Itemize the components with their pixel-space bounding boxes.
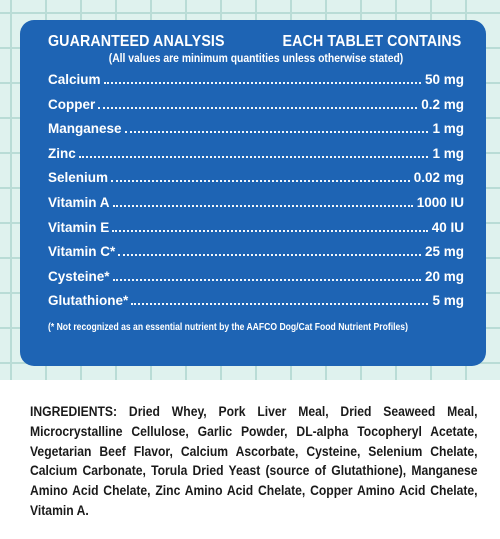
nutrient-value: 25 mg — [424, 244, 464, 260]
nutrient-name: Copper — [48, 96, 96, 112]
ingredients-section: INGREDIENTS: Dried Whey, Pork Liver Meal… — [0, 380, 500, 539]
nutrient-value: 20 mg — [424, 268, 464, 284]
nutrient-value: 1 mg — [432, 145, 464, 161]
dot-leader — [124, 130, 429, 134]
nutrient-value: 5 mg — [432, 293, 464, 309]
nutrient-name: Manganese — [48, 121, 122, 137]
ingredients-label: INGREDIENTS: — [30, 404, 118, 419]
nutrient-value: 1000 IU — [416, 194, 464, 210]
nutrient-name: Glutathione* — [48, 293, 129, 309]
ingredients-paragraph: INGREDIENTS: Dried Whey, Pork Liver Meal… — [30, 402, 478, 521]
analysis-footnote: (* Not recognized as an essential nutrie… — [48, 321, 408, 333]
dot-leader — [131, 302, 429, 306]
nutrient-name: Vitamin C* — [48, 244, 116, 260]
nutrient-row: Cysteine* 20 mg — [48, 269, 464, 294]
tablet-contains-heading: EACH TABLET CONTAINS — [282, 33, 462, 50]
nutrient-value: 0.02 mg — [413, 170, 464, 186]
dot-leader — [98, 106, 418, 109]
ingredients-text: Dried Whey, Pork Liver Meal, Dried Seawe… — [30, 404, 478, 518]
guaranteed-analysis-panel: GUARANTEED ANALYSIS EACH TABLET CONTAINS… — [20, 20, 486, 366]
nutrient-name: Vitamin E — [48, 219, 110, 235]
nutrient-name: Selenium — [48, 170, 109, 186]
nutrient-value: 40 IU — [431, 219, 464, 235]
nutrient-row: Glutathione* 5 mg — [48, 293, 464, 318]
dot-leader — [78, 155, 429, 158]
nutrient-value: 1 mg — [432, 121, 464, 137]
nutrient-name: Calcium — [48, 72, 101, 87]
nutrient-row: Vitamin A 1000 IU — [48, 195, 464, 220]
analysis-header: GUARANTEED ANALYSIS EACH TABLET CONTAINS — [48, 33, 461, 51]
nutrient-value: 0.2 mg — [421, 96, 464, 112]
analysis-heading: GUARANTEED ANALYSIS — [48, 33, 225, 50]
dot-leader — [103, 81, 421, 84]
dot-leader — [112, 204, 413, 207]
dot-leader — [111, 179, 410, 183]
nutrient-row: Vitamin C* 25 mg — [48, 244, 464, 269]
nutrient-row: Manganese 1 mg — [48, 121, 464, 146]
nutrient-name: Vitamin A — [48, 194, 110, 210]
analysis-subnote: (All values are minimum quantities unles… — [108, 53, 404, 65]
nutrient-row: Vitamin E 40 IU — [48, 220, 464, 245]
nutrient-row: Zinc 1 mg — [48, 146, 464, 171]
nutrient-row: Copper 0.2 mg — [48, 97, 464, 122]
dot-leader — [112, 278, 421, 281]
nutrient-name: Zinc — [48, 145, 76, 161]
nutrient-row: Calcium 50 mg — [48, 72, 464, 97]
dot-leader — [118, 253, 421, 257]
nutrient-value: 50 mg — [424, 72, 464, 87]
nutrient-row: Selenium 0.02 mg — [48, 170, 464, 195]
dot-leader — [112, 229, 428, 232]
nutrient-list: Calcium 50 mg Copper 0.2 mg Manganese 1 mg Zin… — [48, 72, 464, 318]
nutrient-name: Cysteine* — [48, 268, 110, 284]
